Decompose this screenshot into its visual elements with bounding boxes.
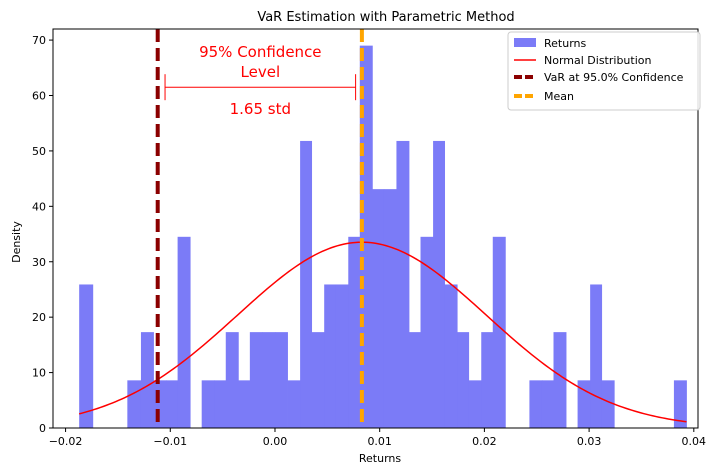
y-tick-label: 10 — [32, 367, 46, 380]
histogram-bar — [541, 380, 554, 428]
histogram-bar — [673, 380, 687, 428]
y-tick-label: 40 — [32, 200, 46, 213]
histogram-bar — [348, 236, 361, 428]
legend-box — [507, 31, 701, 111]
x-tick-label: 0.04 — [682, 435, 707, 448]
histogram-bar — [324, 284, 337, 428]
legend-returns-label: Returns — [544, 37, 587, 50]
chart-title: VaR Estimation with Parametric Method — [257, 10, 514, 25]
histogram-bars — [79, 45, 687, 429]
histogram-bar — [383, 189, 397, 428]
histogram-bar — [590, 284, 603, 428]
histogram-bar — [444, 284, 458, 428]
y-tick-label: 30 — [32, 256, 46, 269]
histogram-bar — [79, 284, 94, 428]
x-tick-label: 0.01 — [367, 435, 392, 448]
x-tick-label: −0.01 — [153, 435, 187, 448]
histogram-bar — [492, 236, 506, 428]
histogram-bar — [468, 380, 482, 428]
histogram-bar — [481, 332, 494, 428]
legend-returns-swatch — [514, 38, 536, 47]
histogram-bar — [300, 140, 313, 428]
histogram-bar — [201, 380, 215, 428]
y-tick-label: 60 — [32, 90, 46, 103]
histogram-bar — [553, 332, 567, 428]
histogram-bar — [420, 236, 434, 428]
histogram-bar — [214, 380, 227, 428]
histogram-bar — [601, 380, 615, 428]
x-axis-title: Returns — [359, 452, 402, 465]
histogram-bar — [249, 332, 263, 428]
histogram-bar — [262, 332, 276, 428]
histogram-bar — [153, 380, 167, 428]
x-tick-label: 0.03 — [577, 435, 602, 448]
annotation-level-text: Level — [241, 63, 281, 81]
legend-var-label: VaR at 95.0% Confidence — [544, 71, 684, 84]
x-axis: −0.02 −0.01 0.00 0.01 0.02 0.03 0.04 — [49, 428, 706, 448]
histogram-bar — [372, 189, 385, 428]
histogram-bar — [457, 332, 470, 428]
legend: Returns Normal Distribution VaR at 95.0%… — [507, 31, 701, 111]
histogram-bar — [311, 332, 325, 428]
histogram-bar — [225, 332, 239, 428]
histogram-bar — [409, 332, 421, 428]
y-tick-label: 70 — [32, 34, 46, 47]
x-tick-label: 0.02 — [472, 435, 497, 448]
histogram-bar — [433, 140, 446, 428]
histogram-bar — [335, 284, 349, 428]
legend-normal-label: Normal Distribution — [544, 54, 651, 67]
histogram-bar — [359, 45, 373, 429]
y-tick-label: 20 — [32, 311, 46, 324]
x-tick-label: −0.02 — [49, 435, 83, 448]
confidence-annotation: 95% Confidence Level 1.65 std — [164, 43, 357, 118]
legend-mean-label: Mean — [544, 90, 574, 103]
histogram-bar — [177, 236, 191, 428]
annotation-std-text: 1.65 std — [230, 100, 291, 118]
histogram-bar — [166, 380, 178, 428]
x-tick-label: 0.00 — [263, 435, 288, 448]
y-axis-title: Density — [10, 221, 23, 263]
plot-frame — [52, 28, 699, 429]
histogram-bar — [127, 380, 142, 428]
histogram-bar — [140, 332, 154, 428]
histogram-bar — [529, 380, 543, 428]
histogram-bar — [396, 140, 410, 428]
y-axis: 0 10 20 30 40 50 60 70 — [32, 34, 53, 435]
histogram-bar — [274, 332, 288, 428]
histogram-bar — [287, 380, 301, 428]
histogram-bar — [238, 380, 251, 428]
y-tick-label: 50 — [32, 145, 46, 158]
y-tick-label: 0 — [39, 422, 46, 435]
normal-distribution-curve — [78, 241, 687, 423]
annotation-confidence-text: 95% Confidence — [199, 43, 321, 61]
